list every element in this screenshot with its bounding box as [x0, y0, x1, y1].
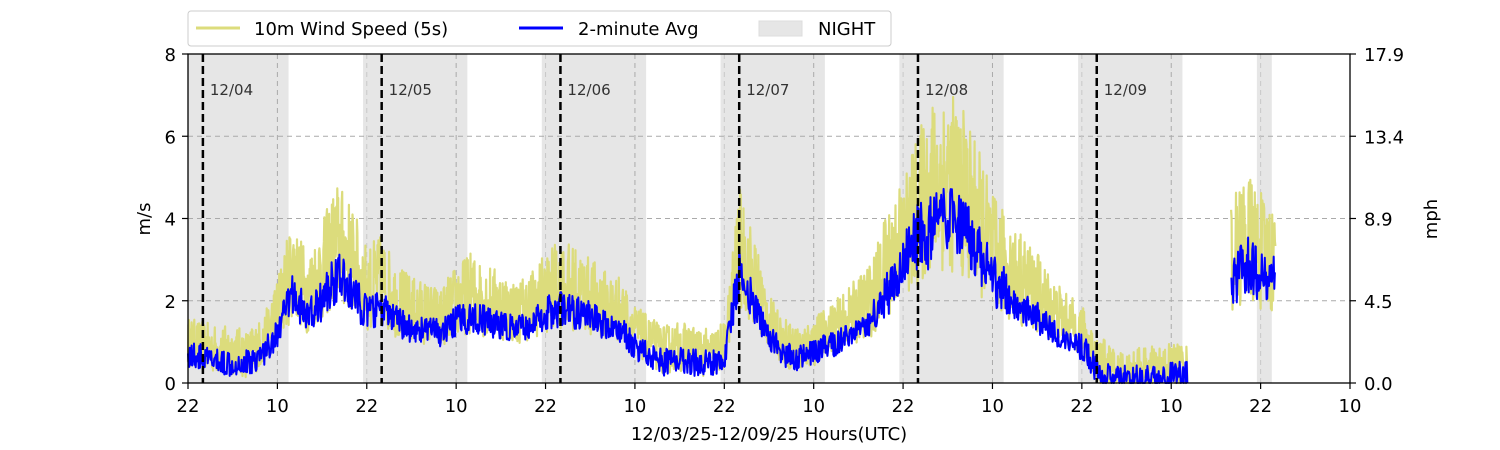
day-label-1: 12/05	[389, 81, 432, 99]
day-label-0: 12/04	[210, 81, 253, 99]
day-label-5: 12/09	[1104, 81, 1147, 99]
x-tick-label-5: 10	[623, 396, 646, 417]
y-tick-label-left-3: 6	[165, 127, 176, 148]
y-tick-label-left-1: 2	[165, 292, 176, 313]
legend-swatch-night	[758, 20, 803, 37]
y-tick-label-right-2: 8.9	[1364, 210, 1393, 231]
x-tick-label-2: 22	[355, 396, 378, 417]
legend-label-2min-avg: 2-minute Avg	[578, 19, 699, 40]
series-lines	[186, 95, 1277, 385]
series-line-1	[187, 187, 1276, 384]
legend-label-night: NIGHT	[818, 19, 876, 40]
y-tick-label-right-4: 17.9	[1364, 45, 1404, 66]
y-tick-label-right-0: 0.0	[1364, 374, 1393, 395]
day-label-4: 12/08	[925, 81, 968, 99]
x-tick-label-8: 22	[892, 396, 915, 417]
x-axis-title: 12/03/25-12/09/25 Hours(UTC)	[631, 424, 907, 445]
day-markers: 12/04 12/05 12/06 12/07 12/08 12/09	[201, 54, 1147, 383]
day-label-3: 12/07	[746, 81, 789, 99]
day-label-2: 12/06	[567, 81, 610, 99]
x-tick-label-10: 22	[1070, 396, 1093, 417]
x-tick-label-6: 22	[713, 396, 736, 417]
axis-ticks: 22 10 22 10 22 10 22 10 22 10 22 10 22 10 0 0.0 2 4.5 4 8.9…	[165, 45, 1405, 417]
x-tick-label-1: 10	[266, 396, 289, 417]
y-axis-title-left: m/s	[134, 203, 155, 236]
x-tick-label-9: 10	[981, 396, 1004, 417]
y-tick-label-left-2: 4	[165, 210, 176, 231]
x-tick-label-0: 22	[177, 396, 200, 417]
legend-label-wind-speed: 10m Wind Speed (5s)	[254, 19, 448, 40]
y-axis-title-right: mph	[1421, 199, 1442, 239]
night-band-5	[1078, 54, 1183, 383]
x-tick-label-7: 10	[802, 396, 825, 417]
x-tick-label-13: 10	[1339, 396, 1362, 417]
x-tick-label-4: 22	[534, 396, 557, 417]
x-tick-label-3: 10	[445, 396, 468, 417]
x-tick-label-11: 10	[1160, 396, 1183, 417]
legend: 10m Wind Speed (5s) 2-minute Avg NIGHT	[187, 10, 892, 47]
y-tick-label-right-3: 13.4	[1364, 127, 1404, 148]
y-tick-label-left-0: 0	[165, 374, 176, 395]
y-tick-label-right-1: 4.5	[1364, 292, 1393, 313]
y-tick-label-left-4: 8	[165, 45, 176, 66]
x-tick-label-12: 22	[1249, 396, 1272, 417]
